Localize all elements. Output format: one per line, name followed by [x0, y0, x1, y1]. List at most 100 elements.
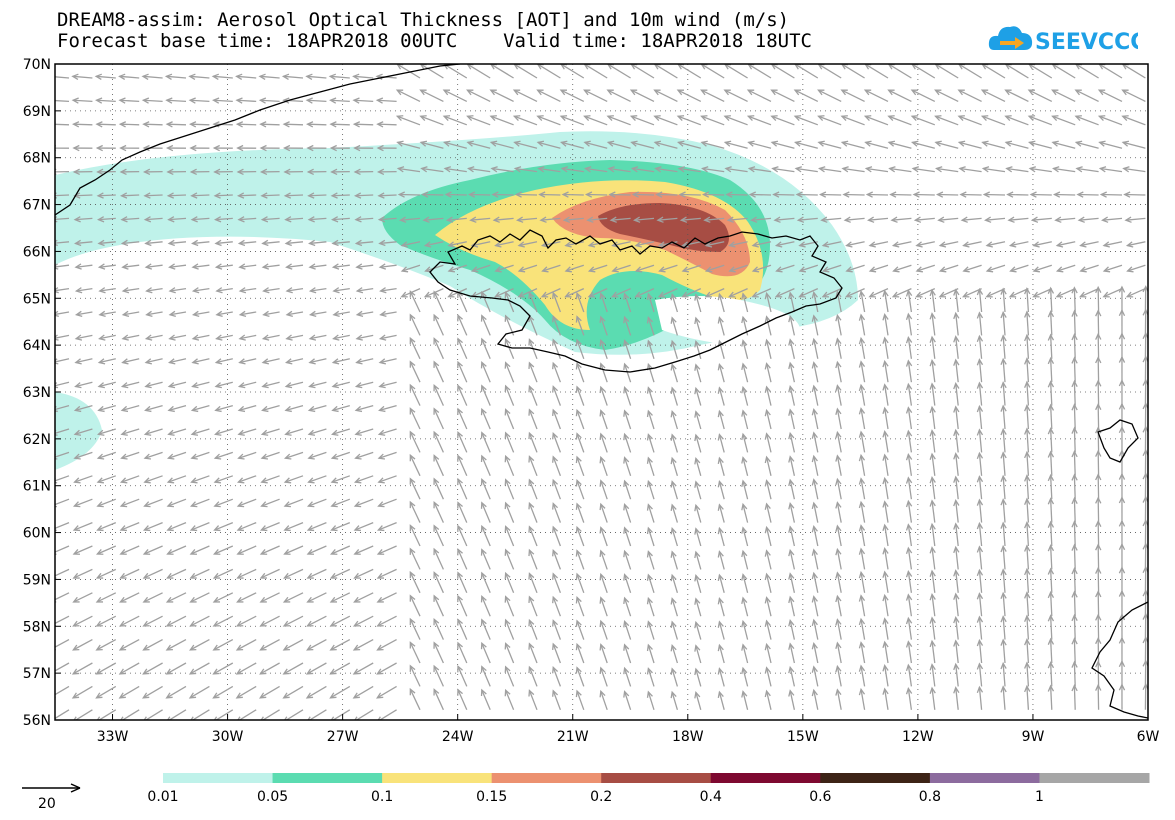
- wind-arrow: [528, 689, 538, 711]
- wind-arrow: [634, 264, 655, 273]
- scotland-coast: [1091, 601, 1148, 719]
- wind-arrow: [189, 592, 210, 603]
- wind-arrow: [308, 334, 327, 341]
- wind-arrow: [703, 216, 725, 223]
- wind-arrow: [466, 115, 491, 126]
- wind-arrow: [905, 640, 913, 664]
- wind-arrow: [95, 662, 117, 675]
- wind-arrow: [905, 289, 913, 313]
- wind-arrow: [1098, 166, 1123, 173]
- wind-arrow: [788, 314, 796, 336]
- wind-arrow: [457, 594, 468, 617]
- wind-arrow: [957, 89, 982, 102]
- wind-arrow: [575, 362, 585, 383]
- wind-arrow: [1102, 288, 1123, 298]
- wind-arrow: [1024, 614, 1031, 640]
- wind-arrow: [835, 360, 842, 383]
- wind-arrow: [1000, 357, 1007, 383]
- wind-arrow: [214, 381, 233, 389]
- wind-arrow: [694, 667, 702, 687]
- wind-arrow: [794, 64, 819, 79]
- wind-arrow: [788, 455, 796, 476]
- wind-arrow: [1007, 216, 1029, 223]
- wind-arrow: [725, 191, 748, 198]
- wind-arrow: [513, 64, 538, 79]
- wind-arrow: [74, 381, 93, 389]
- wind-arrow: [528, 548, 538, 570]
- wind-reference-label: 20: [38, 796, 56, 812]
- wind-arrow: [95, 121, 116, 128]
- wind-arrow: [121, 358, 140, 365]
- wind-arrow: [646, 667, 655, 687]
- wind-arrow: [1000, 498, 1007, 523]
- wind-arrow: [118, 97, 140, 104]
- wind-arrow: [143, 192, 163, 199]
- wind-arrow: [835, 571, 842, 593]
- wind-arrow: [938, 241, 959, 248]
- wind-arrow: [575, 525, 585, 547]
- wind-arrow: [1000, 685, 1007, 710]
- wind-arrow: [189, 639, 210, 651]
- wind-arrow: [905, 429, 913, 453]
- wind-arrow: [97, 239, 116, 247]
- wind-arrow: [236, 168, 257, 176]
- wind-arrow: [191, 239, 210, 247]
- wind-arrow: [770, 140, 795, 149]
- wind-arrow: [190, 428, 210, 436]
- wind-arrow: [55, 685, 70, 699]
- wind-arrow: [630, 64, 655, 79]
- wind-arrow: [764, 572, 772, 593]
- wind-arrow: [433, 337, 444, 360]
- wind-arrow: [492, 216, 514, 223]
- wind-arrow: [646, 573, 655, 593]
- wind-arrow: [457, 360, 468, 383]
- wind-arrow: [646, 550, 655, 570]
- wind-arrow: [670, 550, 679, 570]
- wind-arrow: [905, 406, 913, 430]
- wind-arrow: [142, 168, 163, 176]
- wind-arrow: [599, 409, 608, 430]
- wind-arrow: [670, 409, 679, 430]
- wind-arrow: [143, 428, 163, 436]
- wind-arrow: [235, 73, 257, 80]
- wind-arrow: [517, 264, 538, 273]
- wind-arrow: [444, 191, 467, 198]
- wind-arrow: [443, 166, 467, 173]
- wind-arrow: [307, 192, 327, 199]
- wind-arrow: [575, 549, 585, 570]
- wind-arrow: [811, 501, 819, 523]
- wind-arrow: [646, 456, 655, 476]
- wind-arrow: [599, 338, 608, 360]
- wind-arrow: [976, 521, 984, 547]
- wind-arrow: [504, 291, 515, 313]
- wind-arrow: [905, 382, 913, 406]
- wind-arrow: [329, 144, 350, 152]
- wind-arrow: [118, 615, 140, 627]
- wind-arrow: [457, 664, 468, 687]
- wind-arrow: [1024, 357, 1031, 383]
- wind-arrow: [143, 451, 163, 460]
- wind-arrow: [882, 359, 889, 383]
- wind-arrow: [670, 292, 679, 313]
- wind-arrow: [1009, 264, 1029, 273]
- wind-arrow: [858, 594, 866, 617]
- wind-arrow: [118, 73, 140, 80]
- wind-arrow: [119, 168, 140, 176]
- wind-arrow: [212, 592, 234, 603]
- wind-arrow: [144, 381, 163, 389]
- wind-arrow: [422, 216, 444, 223]
- wind-arrow: [433, 617, 444, 640]
- wind-arrow: [168, 334, 187, 341]
- wind-arrow: [905, 546, 913, 570]
- wind-arrow: [514, 191, 538, 198]
- wind-arrow: [55, 615, 70, 627]
- wind-arrow: [1047, 637, 1055, 664]
- wind-arrow: [741, 666, 749, 687]
- wind-arrow: [72, 521, 93, 532]
- legend-tick-label: 1: [1035, 789, 1044, 805]
- wind-arrow: [1027, 115, 1053, 126]
- wind-arrow: [142, 662, 163, 675]
- wind-arrow: [308, 287, 327, 294]
- wind-arrow: [282, 592, 304, 603]
- wind-arrow: [165, 121, 187, 128]
